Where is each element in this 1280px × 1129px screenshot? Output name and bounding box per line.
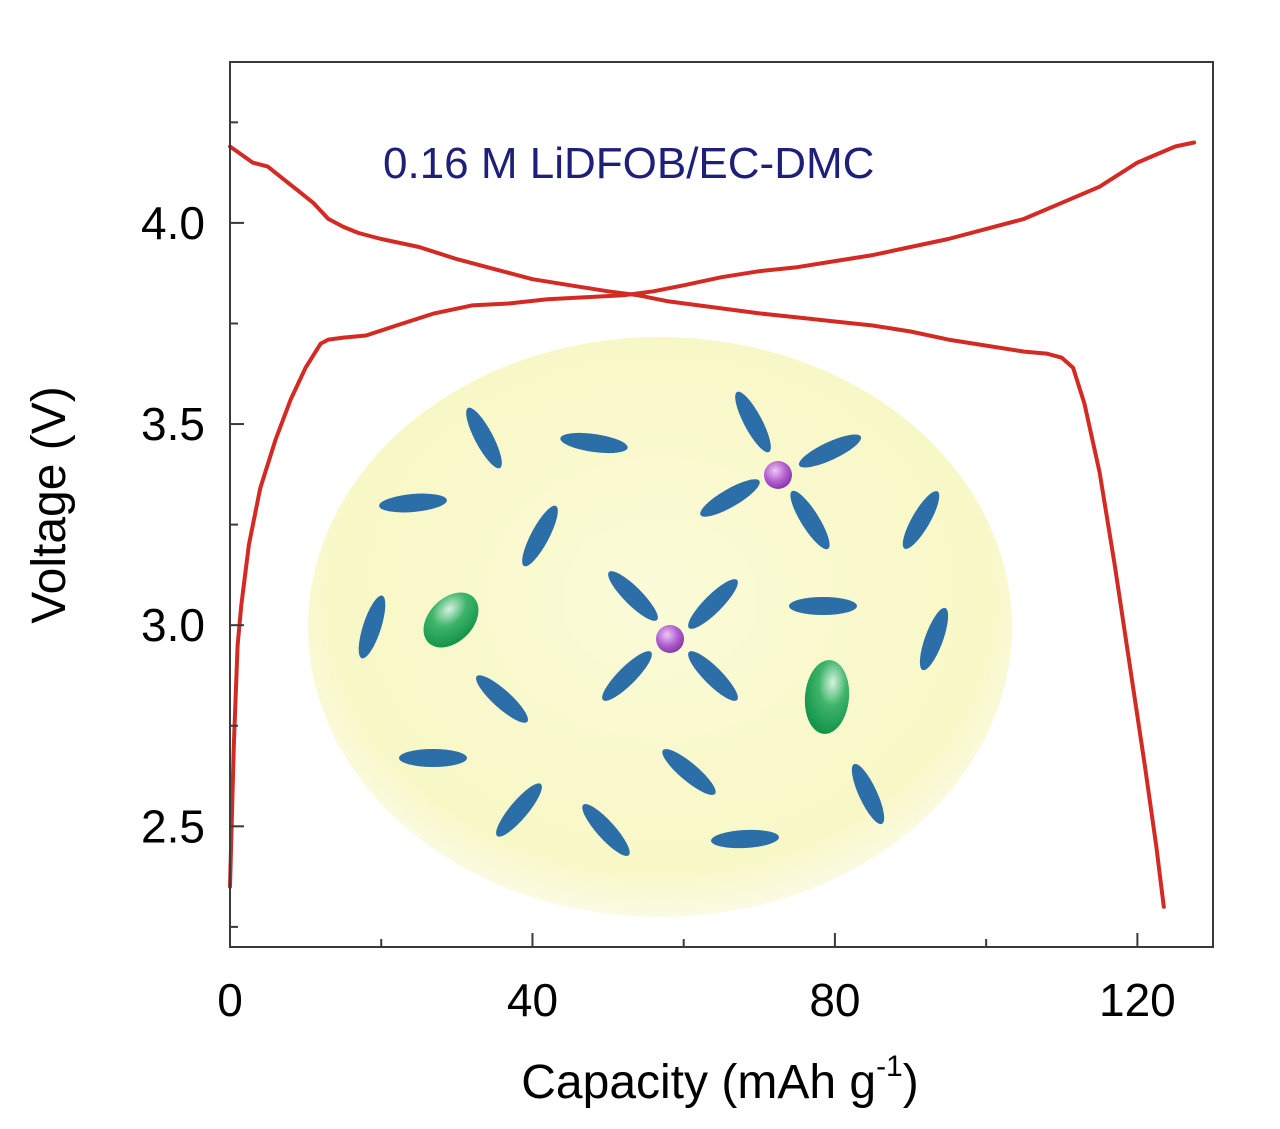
x-axis-title-superscript: -1 <box>876 1050 903 1083</box>
solvent-molecule <box>711 829 779 849</box>
solvent-molecule <box>358 595 386 659</box>
li-solvation-shell <box>602 571 738 701</box>
anion <box>804 660 850 734</box>
chart-annotation: 0.16 M LiDFOB/EC-DMC <box>383 139 874 188</box>
y-tick-label: 2.5 <box>141 800 205 852</box>
solvation-illustration <box>308 337 1012 917</box>
solvent-molecule <box>466 407 502 469</box>
solvent-molecule <box>476 675 528 723</box>
solvent-molecules <box>358 407 949 856</box>
series-line-2 <box>228 140 1197 889</box>
anion <box>423 592 479 648</box>
li-ion <box>656 625 684 653</box>
solvent-molecule <box>522 505 558 567</box>
solvent-molecule <box>379 493 447 513</box>
solvent-molecule <box>688 651 738 701</box>
solvent-molecule <box>496 783 542 837</box>
solvent-molecule <box>851 763 885 825</box>
solvent-molecule <box>560 432 628 454</box>
electrolyte-ellipse <box>308 337 1012 917</box>
solvent-molecule <box>798 434 862 468</box>
series-line-1 <box>228 144 1166 909</box>
y-tick-label: 3.5 <box>141 398 205 450</box>
solvent-molecule <box>688 579 738 629</box>
y-tick-label: 4.0 <box>141 197 205 249</box>
x-tick-label: 40 <box>507 974 558 1026</box>
y-tick-label: 3.0 <box>141 599 205 651</box>
solvent-molecule <box>790 490 830 550</box>
solvent-molecule <box>700 479 760 517</box>
axes-group: 0 40 80 120 2.5 3.0 3.5 4.0 <box>141 121 1176 1026</box>
solvent-molecule <box>735 391 771 453</box>
solvent-molecule <box>919 607 949 671</box>
solvent-molecule <box>662 749 716 795</box>
x-axis-title-close: ) <box>903 1056 919 1109</box>
series-group <box>228 140 1197 909</box>
plot-frame <box>229 61 1214 948</box>
x-axis-title: Capacity (mAh g-1) <box>521 1050 918 1109</box>
x-tick-label: 80 <box>809 974 860 1026</box>
solvent-molecule <box>608 571 658 621</box>
li-ion <box>764 461 792 489</box>
solvent-molecule <box>399 749 467 767</box>
solvent-molecule <box>902 491 940 549</box>
solvent-molecule <box>602 651 652 701</box>
li-solvation-shell <box>700 391 862 550</box>
y-axis-title: Voltage (V) <box>23 386 76 623</box>
solvent-molecule <box>789 597 857 615</box>
solvent-molecule <box>582 804 630 856</box>
x-tick-label: 120 <box>1099 974 1176 1026</box>
x-tick-label: 0 <box>217 974 243 1026</box>
x-axis-title-main: Capacity (mAh g <box>521 1056 876 1109</box>
